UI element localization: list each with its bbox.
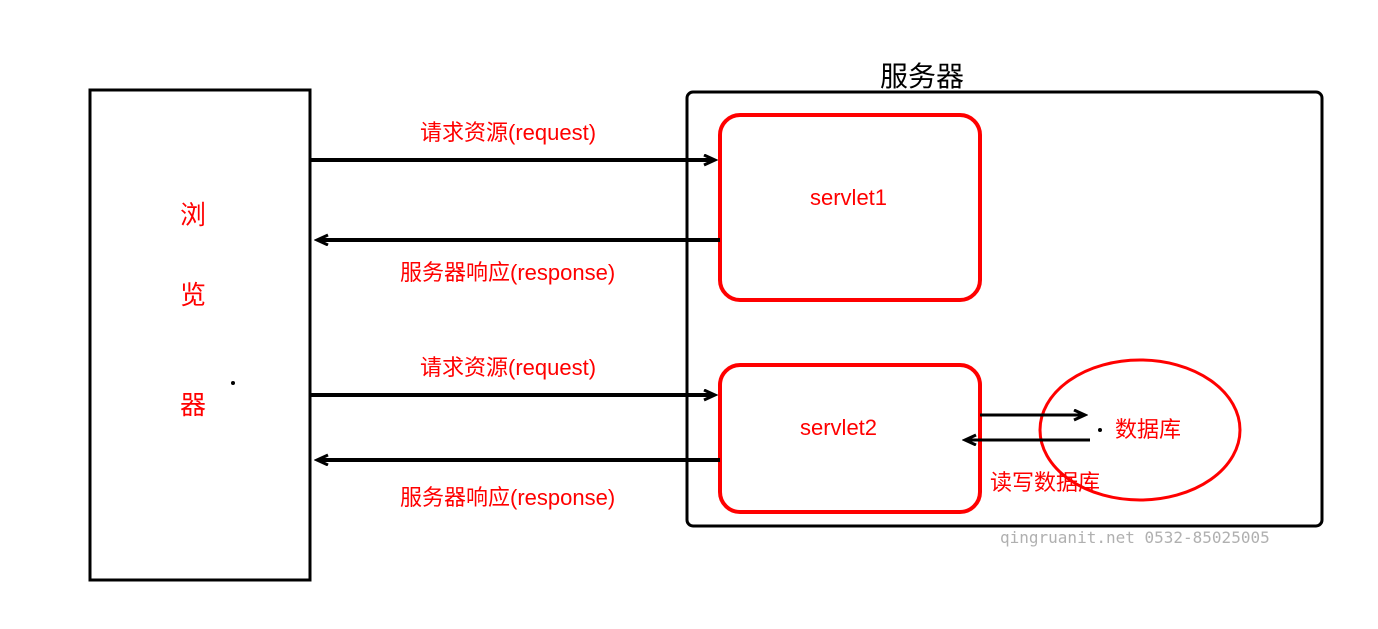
req2-label: 请求资源(request) (420, 350, 596, 382)
db-rw-label: 读写数据库 (990, 465, 1100, 497)
req1-label: 请求资源(request) (420, 115, 596, 147)
server-node (687, 92, 1322, 526)
server-title: 服务器 (880, 55, 964, 95)
browser-label-3: 器 (180, 385, 206, 422)
browser-node (90, 90, 310, 580)
resp2-label: 服务器响应(response) (400, 480, 615, 512)
browser-label-2: 览 (180, 275, 206, 312)
servlet2-label: servlet2 (800, 415, 877, 441)
resp1-label: 服务器响应(response) (400, 255, 615, 287)
watermark-text: qingruanit.net 0532-85025005 (1000, 528, 1270, 547)
database-label: 数据库 (1115, 412, 1181, 444)
browser-label-1: 浏 (180, 195, 206, 232)
servlet1-label: servlet1 (810, 185, 887, 211)
